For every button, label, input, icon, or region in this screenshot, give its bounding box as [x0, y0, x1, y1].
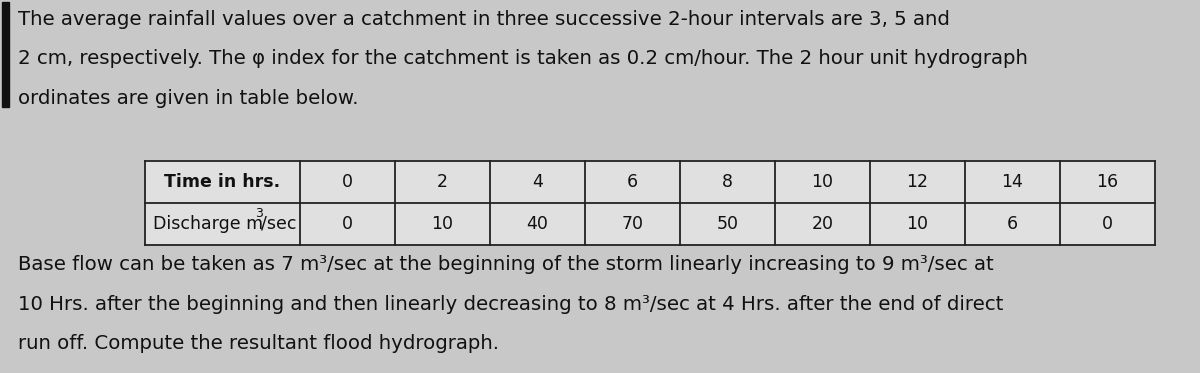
- Text: 0: 0: [1102, 215, 1114, 233]
- Text: 14: 14: [1002, 173, 1024, 191]
- Text: 10: 10: [906, 215, 929, 233]
- Text: run off. Compute the resultant flood hydrograph.: run off. Compute the resultant flood hyd…: [18, 334, 499, 353]
- Text: 40: 40: [527, 215, 548, 233]
- Text: ordinates are given in table below.: ordinates are given in table below.: [18, 89, 359, 108]
- Text: 10: 10: [811, 173, 834, 191]
- Text: Base flow can be taken as 7 m³/sec at the beginning of the storm linearly increa: Base flow can be taken as 7 m³/sec at th…: [18, 255, 994, 274]
- Text: /sec: /sec: [262, 215, 296, 233]
- Text: 6: 6: [626, 173, 638, 191]
- Text: 6: 6: [1007, 215, 1018, 233]
- Text: 0: 0: [342, 173, 353, 191]
- Text: 0: 0: [342, 215, 353, 233]
- Text: 2: 2: [437, 173, 448, 191]
- Text: 70: 70: [622, 215, 643, 233]
- Text: 4: 4: [532, 173, 542, 191]
- Text: 16: 16: [1097, 173, 1118, 191]
- Text: 50: 50: [716, 215, 738, 233]
- Text: The average rainfall values over a catchment in three successive 2-hour interval: The average rainfall values over a catch…: [18, 10, 950, 29]
- Text: 10: 10: [432, 215, 454, 233]
- Text: 2 cm, respectively. The φ index for the catchment is taken as 0.2 cm/hour. The 2: 2 cm, respectively. The φ index for the …: [18, 50, 1028, 69]
- Text: 8: 8: [722, 173, 733, 191]
- Text: 12: 12: [906, 173, 929, 191]
- Text: 10 Hrs. after the beginning and then linearly decreasing to 8 m³/sec at 4 Hrs. a: 10 Hrs. after the beginning and then lin…: [18, 295, 1003, 313]
- FancyBboxPatch shape: [2, 2, 8, 107]
- Text: 3: 3: [256, 207, 263, 220]
- Text: Discharge m: Discharge m: [154, 215, 263, 233]
- FancyBboxPatch shape: [145, 161, 1154, 245]
- Text: Time in hrs.: Time in hrs.: [164, 173, 281, 191]
- Text: 20: 20: [811, 215, 834, 233]
